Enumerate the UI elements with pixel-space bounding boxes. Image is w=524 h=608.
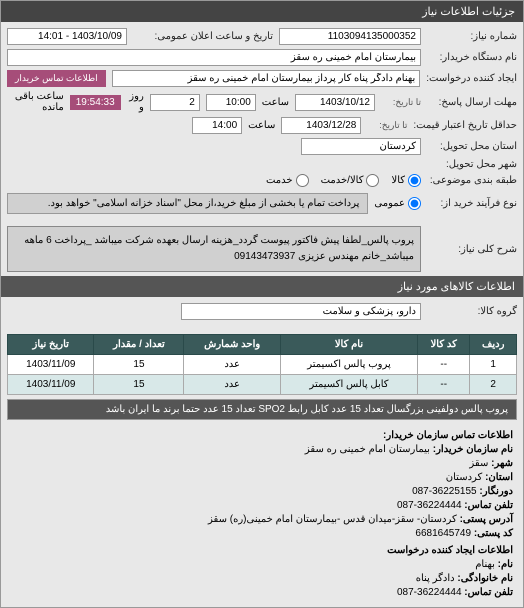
- th-date: تاریخ نیاز: [8, 335, 94, 355]
- radio-kala-khadamat-label: کالا/خدمت: [321, 175, 364, 186]
- announce-date-field[interactable]: [7, 28, 127, 45]
- creator-family-label: نام خانوادگی:: [457, 573, 513, 584]
- radio-omumi[interactable]: [408, 197, 421, 210]
- th-name: نام کالا: [280, 335, 417, 355]
- radio-khadamat-label: خدمت: [266, 175, 293, 186]
- contact-button[interactable]: اطلاعات تماس خریدار: [7, 70, 106, 87]
- creator-phone-label: تلفن تماس:: [464, 587, 513, 598]
- contact-address-label: آدرس پستی:: [460, 514, 513, 525]
- contact-city: سقز: [469, 458, 488, 469]
- creator-name-label: نام:: [498, 559, 513, 570]
- subject-label: طبقه بندی موضوعی:: [427, 175, 517, 186]
- radio-kala-khadamat[interactable]: [366, 174, 379, 187]
- creator-name: بهنام: [475, 559, 495, 570]
- deadline-time-field[interactable]: [206, 94, 256, 111]
- cell: پروب پالس اکسیمتر: [280, 355, 417, 375]
- radio-khadamat-item[interactable]: خدمت: [266, 174, 309, 187]
- contact-org: بیمارستان امام خمینی ره سقز: [305, 444, 430, 455]
- credit-time-field[interactable]: [192, 117, 242, 134]
- th-code: کد کالا: [418, 335, 470, 355]
- contact-fax-label: دورنگار:: [479, 486, 513, 497]
- remain-label: ساعت باقی مانده: [7, 91, 64, 113]
- radio-khadamat[interactable]: [296, 174, 309, 187]
- countdown-timer: 19:54:33: [70, 95, 121, 110]
- radio-kala-label: کالا: [391, 175, 405, 186]
- cell: عدد: [184, 375, 280, 395]
- cell: عدد: [184, 355, 280, 375]
- buyer-org-field[interactable]: [7, 49, 421, 66]
- days-and-label: روز و: [127, 91, 144, 113]
- buyer-org-label: نام دستگاه خریدار:: [427, 52, 517, 63]
- creator-field[interactable]: [112, 70, 421, 87]
- desc-label: شرح کلی نیاز:: [427, 244, 517, 255]
- province-label: استان محل تحویل:: [427, 141, 517, 152]
- payment-note: پرداخت تمام یا بخشی از مبلغ خرید،از محل …: [7, 193, 368, 214]
- credit-date-field[interactable]: [281, 117, 361, 134]
- form-area: شماره نیاز: تاریخ و ساعت اعلان عمومی: نا…: [1, 22, 523, 226]
- cell: 1: [470, 355, 517, 375]
- creator-label: ایجاد کننده درخواست:: [426, 73, 517, 84]
- description-box: پروب پالس_لطفا پیش فاکتور پیوست گردد_هزی…: [7, 226, 421, 272]
- creator-family: دادگر پناه: [416, 573, 455, 584]
- table-row[interactable]: 1 -- پروب پالس اکسیمتر عدد 15 1403/11/09: [8, 355, 517, 375]
- contact-phone-label: تلفن تماس:: [464, 500, 513, 511]
- goods-table: ردیف کد کالا نام کالا واحد شمارش تعداد /…: [7, 334, 517, 395]
- cell: 15: [94, 355, 184, 375]
- contact-postal: 6681645749: [415, 528, 471, 539]
- radio-omumi-item[interactable]: عمومی: [374, 197, 421, 210]
- group-label: گروه کالا:: [427, 306, 517, 317]
- contact-province: کردستان: [446, 472, 483, 483]
- time-label-2: ساعت: [248, 120, 275, 131]
- th-qty: تعداد / مقدار: [94, 335, 184, 355]
- goods-section-header: اطلاعات کالاهای مورد نیاز: [1, 276, 523, 297]
- contact-city-label: شهر:: [491, 458, 513, 469]
- cell: کابل پالس اکسیمتر: [280, 375, 417, 395]
- niaz-number-field[interactable]: [279, 28, 421, 45]
- niaz-number-label: شماره نیاز:: [427, 31, 517, 42]
- contact-org-label: نام سازمان خریدار:: [433, 444, 513, 455]
- time-label-1: ساعت: [262, 97, 289, 108]
- contact-province-label: استان:: [485, 472, 513, 483]
- contact-phone: 36224444-087: [397, 500, 462, 511]
- cell: 1403/11/09: [8, 355, 94, 375]
- group-field[interactable]: [181, 303, 421, 320]
- radio-kala-item[interactable]: کالا: [391, 174, 421, 187]
- main-header: جزئیات اطلاعات نیاز: [1, 1, 523, 22]
- cell: --: [418, 355, 470, 375]
- radio-omumi-label: عمومی: [374, 198, 405, 209]
- province-field[interactable]: [301, 138, 421, 155]
- cell: 15: [94, 375, 184, 395]
- footer-note: پروب پالس دولفینی بزرگسال تعداد 15 عدد ک…: [7, 399, 517, 420]
- contact-info-block: اطلاعات تماس سازمان خریدار: نام سازمان خ…: [1, 424, 523, 607]
- creator-phone: 36224444-087: [397, 587, 462, 598]
- cell: 1403/11/09: [8, 375, 94, 395]
- contact-section-title: اطلاعات تماس سازمان خریدار:: [383, 430, 513, 441]
- deadline-label: مهلت ارسال پاسخ:: [427, 97, 517, 108]
- th-row: ردیف: [470, 335, 517, 355]
- credit-label: حداقل تاریخ اعتبار قیمت:: [413, 120, 517, 131]
- process-label: نوع فرآیند خرید از:: [427, 198, 517, 209]
- contact-postal-label: کد پستی:: [474, 528, 513, 539]
- radio-kala-khadamat-item[interactable]: کالا/خدمت: [321, 174, 380, 187]
- contact-address: کردستان- سقز-میدان قدس -بیمارستان امام خ…: [208, 514, 457, 525]
- deadline-date-field[interactable]: [295, 94, 375, 111]
- creator-section-title: اطلاعات ایجاد کننده درخواست: [387, 545, 513, 556]
- cell: 2: [470, 375, 517, 395]
- credit-until-label: تا تاریخ:: [367, 120, 407, 131]
- contact-fax: 36225155-087: [412, 486, 477, 497]
- announce-label: تاریخ و ساعت اعلان عمومی:: [133, 31, 273, 42]
- th-unit: واحد شمارش: [184, 335, 280, 355]
- until-label: تا تاریخ:: [381, 97, 421, 108]
- cell: --: [418, 375, 470, 395]
- table-row[interactable]: 2 -- کابل پالس اکسیمتر عدد 15 1403/11/09: [8, 375, 517, 395]
- days-field[interactable]: [150, 94, 200, 111]
- radio-kala[interactable]: [408, 174, 421, 187]
- city-label: شهر محل تحویل:: [427, 159, 517, 170]
